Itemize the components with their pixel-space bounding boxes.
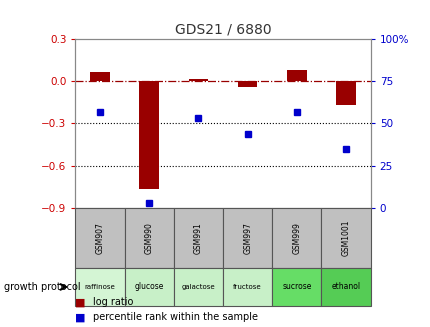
Text: fructose: fructose [233, 284, 261, 290]
Bar [90, 72, 110, 81]
Text: log ratio: log ratio [92, 298, 133, 307]
Text: ■: ■ [75, 312, 86, 322]
Title: GDS21 / 6880: GDS21 / 6880 [174, 23, 271, 37]
Text: GSM1001: GSM1001 [341, 220, 350, 256]
Text: sucrose: sucrose [282, 283, 311, 291]
Bar [188, 78, 208, 81]
Text: GSM999: GSM999 [292, 222, 301, 254]
Bar [139, 81, 159, 189]
Bar [286, 70, 306, 81]
Text: growth protocol: growth protocol [4, 282, 81, 292]
Bar [237, 81, 257, 87]
Bar [335, 81, 355, 105]
Text: glucose: glucose [134, 283, 163, 291]
Text: raffinose: raffinose [84, 284, 115, 290]
Text: ethanol: ethanol [331, 283, 360, 291]
Text: GSM991: GSM991 [194, 222, 203, 254]
Text: ■: ■ [75, 298, 86, 307]
Text: percentile rank within the sample: percentile rank within the sample [92, 312, 257, 322]
Text: GSM907: GSM907 [95, 222, 104, 254]
Text: GSM997: GSM997 [243, 222, 252, 254]
Text: galactose: galactose [181, 284, 215, 290]
Text: GSM990: GSM990 [144, 222, 154, 254]
